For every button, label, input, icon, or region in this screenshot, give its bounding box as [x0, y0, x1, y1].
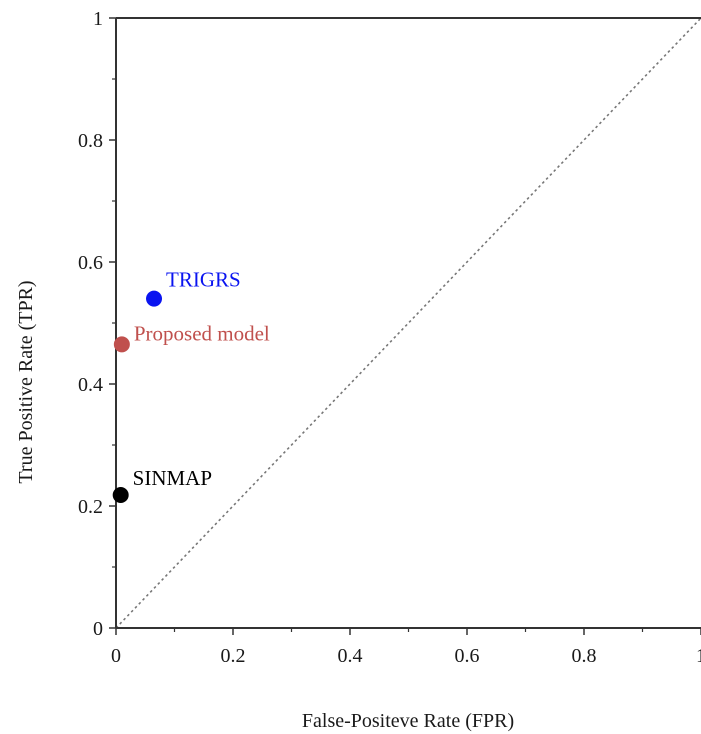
x-axis-title: False-Positeve Rate (FPR) [302, 710, 514, 732]
x-tick-label: 0.4 [338, 645, 363, 667]
x-tick-label: 0.2 [221, 645, 246, 667]
x-tick-label: 1 [696, 645, 701, 667]
y-tick-label: 0.6 [78, 252, 103, 274]
y-tick-label: 1 [93, 8, 103, 30]
point-label-trigrs: TRIGRS [166, 268, 241, 292]
x-tick-label: 0.8 [572, 645, 597, 667]
diagonal-reference-line [115, 17, 701, 629]
point-trigrs [146, 290, 163, 307]
y-tick-label: 0.2 [78, 496, 103, 518]
y-tick-label: 0 [93, 618, 103, 640]
y-axis-title: True Positive Rate (TPR) [15, 280, 37, 483]
y-tick-label: 0.8 [78, 130, 103, 152]
point-label-proposed-model: Proposed model [134, 321, 270, 345]
x-tick-label: 0.6 [455, 645, 480, 667]
x-tick-label: 0 [111, 645, 121, 667]
point-sinmap [112, 487, 129, 504]
point-proposed-model [113, 336, 130, 353]
y-tick-label: 0.4 [78, 374, 103, 396]
point-label-sinmap: SINMAP [133, 466, 212, 490]
